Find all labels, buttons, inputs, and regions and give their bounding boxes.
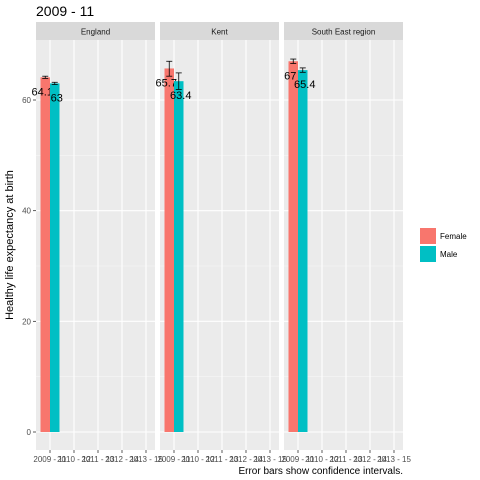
bar [164, 68, 174, 433]
bar [288, 61, 298, 433]
chart-title: 2009 - 11 [36, 3, 94, 19]
x-tick-label: 2010 - 12 [181, 455, 215, 464]
x-tick-label: 2013 - 15 [253, 455, 287, 464]
legend: Female Male [420, 228, 467, 262]
x-tick-label: 2010 - 12 [57, 455, 91, 464]
y-tick-label: 60 [22, 96, 31, 105]
x-tick-label: 2011 - 13 [329, 455, 363, 464]
y-axis-label: Healthy life expectancy at birth [4, 170, 16, 320]
data-label: 63 [51, 92, 63, 104]
bar [40, 77, 50, 433]
bar [298, 70, 308, 433]
data-label: 64.1 [32, 86, 53, 98]
bar [174, 81, 184, 432]
x-tick-label: 2009 - 11 [281, 455, 315, 464]
data-label: 65.7 [156, 77, 177, 89]
data-label: 63.4 [170, 90, 191, 102]
x-tick-label: 2013 - 15 [377, 455, 411, 464]
facet-label: South East region [312, 28, 376, 37]
bar [50, 83, 60, 433]
data-label: 65.4 [294, 79, 315, 91]
legend-key [420, 246, 436, 262]
facet-label: England [81, 28, 110, 37]
x-tick-label: 2012 - 14 [229, 455, 263, 464]
facet-strip [284, 22, 403, 40]
legend-key [420, 228, 436, 244]
x-tick-label: 2011 - 13 [81, 455, 115, 464]
chart-caption: Error bars show confidence intervals. [238, 466, 403, 477]
legend-label: Female [440, 232, 467, 241]
x-tick-label: 2012 - 14 [105, 455, 139, 464]
x-tick-label: 2011 - 13 [205, 455, 239, 464]
legend-label: Male [440, 250, 458, 259]
y-tick-label: 40 [22, 207, 31, 216]
data-label: 67 [284, 70, 296, 82]
facet-label: Kent [211, 28, 228, 37]
x-tick-label: 2010 - 12 [305, 455, 339, 464]
x-tick-label: 2012 - 14 [353, 455, 387, 464]
facet-strip [160, 22, 279, 40]
y-tick-label: 0 [27, 428, 32, 437]
y-tick-label: 20 [22, 317, 31, 326]
x-tick-label: 2009 - 11 [157, 455, 191, 464]
x-tick-label: 2013 - 15 [129, 455, 163, 464]
x-tick-label: 2009 - 11 [33, 455, 67, 464]
facet-strip [36, 22, 155, 40]
